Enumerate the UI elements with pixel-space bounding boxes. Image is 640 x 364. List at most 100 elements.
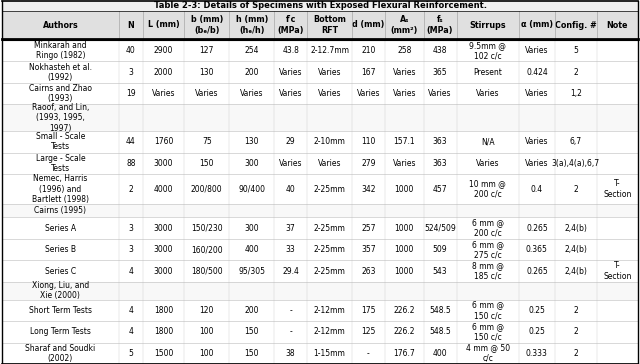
Text: Short Term Tests: Short Term Tests	[29, 306, 92, 315]
Bar	[2, 104, 638, 131]
Text: 130: 130	[200, 68, 214, 77]
Text: 1-15mm: 1-15mm	[314, 349, 346, 358]
Text: Minkarah and
Ringo (1982): Minkarah and Ringo (1982)	[34, 41, 86, 60]
Text: 6,7: 6,7	[570, 137, 582, 146]
Text: 1760: 1760	[154, 137, 173, 146]
Text: Varies: Varies	[392, 68, 416, 77]
Bar	[2, 131, 638, 153]
Text: 150: 150	[200, 159, 214, 168]
Text: Nemec, Harris
(1996) and
Bartlett (1998): Nemec, Harris (1996) and Bartlett (1998)	[32, 174, 89, 204]
Text: Xiong, Liu, and
Xie (2000): Xiong, Liu, and Xie (2000)	[32, 281, 89, 300]
Text: Table 2-3: Details of Specimens with Exposed Flexural Reinforcement.: Table 2-3: Details of Specimens with Exp…	[154, 1, 486, 11]
Text: Long Term Tests: Long Term Tests	[30, 327, 91, 336]
Text: 2-25mm: 2-25mm	[314, 245, 346, 254]
Bar	[2, 40, 638, 62]
Text: 8 mm @
185 c/c: 8 mm @ 185 c/c	[472, 261, 504, 281]
Text: Varies: Varies	[356, 89, 380, 98]
Text: 1800: 1800	[154, 306, 173, 315]
Text: Varies: Varies	[525, 46, 548, 55]
Text: 157.1: 157.1	[394, 137, 415, 146]
Text: 4000: 4000	[154, 185, 173, 194]
Text: 2: 2	[573, 306, 578, 315]
Text: Config. #: Config. #	[555, 20, 596, 29]
Text: 88: 88	[126, 159, 136, 168]
Text: 110: 110	[361, 137, 376, 146]
Text: fₛ
(MPa): fₛ (MPa)	[427, 15, 453, 35]
Text: Varies: Varies	[392, 89, 416, 98]
Text: 363: 363	[433, 137, 447, 146]
Text: 2-12mm: 2-12mm	[314, 327, 346, 336]
Text: Varies: Varies	[525, 159, 548, 168]
Text: Varies: Varies	[317, 68, 341, 77]
Text: 200: 200	[244, 68, 259, 77]
Text: 1500: 1500	[154, 349, 173, 358]
Text: 150/230: 150/230	[191, 223, 223, 233]
Text: b (mm)
(bₑ/b): b (mm) (bₑ/b)	[191, 15, 223, 35]
Text: Varies: Varies	[525, 89, 548, 98]
Text: Varies: Varies	[279, 159, 302, 168]
Text: 3: 3	[128, 223, 133, 233]
Text: 4: 4	[128, 266, 133, 276]
Text: 365: 365	[433, 68, 447, 77]
Text: 0.25: 0.25	[529, 327, 545, 336]
Text: 37: 37	[285, 223, 296, 233]
Bar	[2, 153, 638, 174]
Text: 3(a),4(a),6,7: 3(a),4(a),6,7	[552, 159, 600, 168]
Text: Stirrups: Stirrups	[469, 20, 506, 29]
Text: 1000: 1000	[395, 266, 414, 276]
Text: 90/400: 90/400	[238, 185, 265, 194]
Text: f′ᴄ
(MPa): f′ᴄ (MPa)	[277, 15, 304, 35]
Text: Cairns and Zhao
(1993): Cairns and Zhao (1993)	[29, 84, 92, 103]
Text: 2: 2	[573, 327, 578, 336]
Bar	[2, 343, 638, 364]
Text: 438: 438	[433, 46, 447, 55]
Bar	[2, 239, 638, 260]
Bar	[2, 174, 638, 204]
Text: 0.424: 0.424	[526, 68, 548, 77]
Text: 543: 543	[433, 266, 447, 276]
Bar	[2, 321, 638, 343]
Text: Bottom
RFT: Bottom RFT	[313, 15, 346, 35]
Bar	[2, 11, 638, 39]
Text: 3: 3	[128, 245, 133, 254]
Text: 180/500: 180/500	[191, 266, 223, 276]
Text: 2,4(b): 2,4(b)	[564, 266, 588, 276]
Text: 40: 40	[285, 185, 296, 194]
Text: 548.5: 548.5	[429, 306, 451, 315]
Text: 548.5: 548.5	[429, 327, 451, 336]
Text: 40: 40	[126, 46, 136, 55]
Text: 357: 357	[361, 245, 376, 254]
Text: Small - Scale
Tests: Small - Scale Tests	[36, 132, 85, 151]
Text: 254: 254	[244, 46, 259, 55]
Text: 0.265: 0.265	[526, 223, 548, 233]
Text: T-
Section: T- Section	[603, 261, 632, 281]
Text: Varies: Varies	[279, 68, 302, 77]
Bar	[2, 62, 638, 83]
Text: Series B: Series B	[45, 245, 76, 254]
Text: Varies: Varies	[195, 89, 218, 98]
Text: h (mm)
(hₑ/h): h (mm) (hₑ/h)	[236, 15, 268, 35]
Text: Varies: Varies	[240, 89, 264, 98]
Text: 300: 300	[244, 223, 259, 233]
Text: 509: 509	[433, 245, 447, 254]
Text: 2900: 2900	[154, 46, 173, 55]
Text: 130: 130	[244, 137, 259, 146]
Text: 279: 279	[361, 159, 376, 168]
Text: Present: Present	[473, 68, 502, 77]
Text: 120: 120	[200, 306, 214, 315]
Text: 342: 342	[361, 185, 376, 194]
Text: 200/800: 200/800	[191, 185, 223, 194]
Text: Varies: Varies	[392, 159, 416, 168]
Text: 2: 2	[573, 349, 578, 358]
Bar	[2, 83, 638, 104]
Text: 2-12.7mm: 2-12.7mm	[310, 46, 349, 55]
Text: 6 mm @
200 c/c: 6 mm @ 200 c/c	[472, 218, 504, 238]
Text: 3000: 3000	[154, 223, 173, 233]
Text: Series A: Series A	[45, 223, 76, 233]
Text: 2: 2	[573, 68, 578, 77]
Text: 6 mm @
150 c/c: 6 mm @ 150 c/c	[472, 301, 504, 320]
Text: 175: 175	[361, 306, 376, 315]
Text: 2,4(b): 2,4(b)	[564, 245, 588, 254]
Text: 2000: 2000	[154, 68, 173, 77]
Text: 1,2: 1,2	[570, 89, 582, 98]
